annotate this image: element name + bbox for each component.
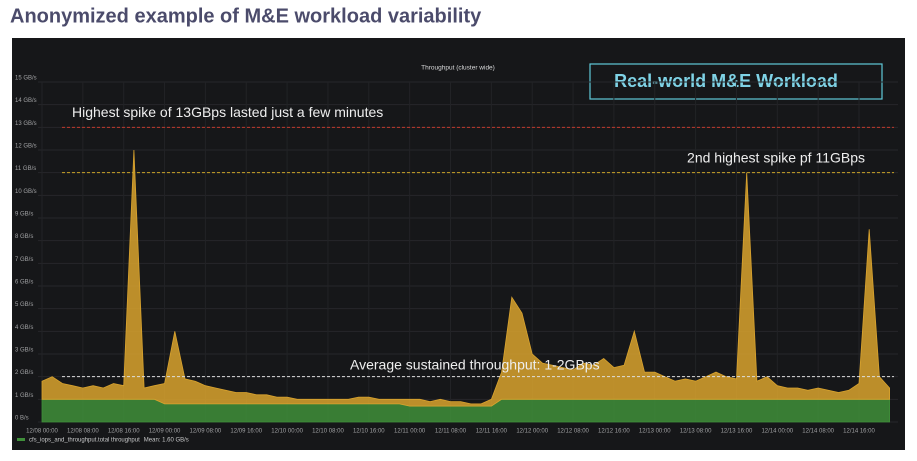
x-tick-label: 12/08 08:00: [67, 429, 99, 435]
y-tick-label: 3 GB/s: [15, 348, 33, 354]
y-tick-label: 6 GB/s: [15, 280, 33, 286]
x-tick-label: 12/14 00:00: [761, 429, 793, 435]
x-tick-label: 12/11 08:00: [435, 429, 467, 435]
x-tick-label: 12/12 08:00: [557, 429, 589, 435]
x-tick-label: 12/09 16:00: [230, 429, 262, 435]
annotation: 2nd highest spike pf 11GBps: [687, 149, 865, 165]
y-tick-label: 9 GB/s: [15, 212, 33, 218]
legend-marker: [17, 438, 25, 441]
x-tick-label: 12/14 08:00: [802, 429, 834, 435]
y-tick-label: 10 GB/s: [15, 189, 37, 195]
legend-note: Mean: 1.60 GB/s: [144, 438, 189, 444]
x-tick-label: 12/13 00:00: [639, 429, 671, 435]
x-tick-label: 12/11 00:00: [394, 429, 426, 435]
x-tick-label: 12/14 16:00: [843, 429, 875, 435]
y-tick-label: 13 GB/s: [15, 121, 37, 127]
y-tick-label: 0 B/s: [15, 416, 29, 422]
annotation: Average sustained throughput: 1-2GBps: [350, 356, 600, 372]
y-tick-label: 11 GB/s: [15, 166, 36, 172]
x-tick-label: 12/13 16:00: [721, 429, 753, 435]
x-tick-label: 12/09 08:00: [190, 429, 222, 435]
legend-label: cfs_iops_and_throughput.total throughput: [29, 438, 140, 444]
y-tick-label: 15 GB/s: [15, 76, 37, 82]
x-tick-label: 12/08 00:00: [26, 429, 58, 435]
y-tick-label: 12 GB/s: [15, 144, 37, 150]
badge-text: Real-world M&E Workload: [614, 71, 838, 91]
y-tick-label: 14 GB/s: [15, 98, 37, 104]
y-tick-label: 4 GB/s: [15, 325, 33, 331]
x-tick-label: 12/10 08:00: [312, 429, 344, 435]
area: [41, 149, 890, 407]
annotation: Highest spike of 13GBps lasted just a fe…: [72, 104, 383, 120]
y-tick-label: 5 GB/s: [15, 302, 33, 308]
y-tick-label: 2 GB/s: [15, 370, 33, 376]
x-tick-label: 12/12 16:00: [598, 429, 630, 435]
x-tick-label: 12/13 08:00: [680, 429, 712, 435]
page-heading: Anonymized example of M&E workload varia…: [10, 5, 482, 27]
x-tick-label: 12/12 00:00: [516, 429, 548, 435]
y-tick-label: 7 GB/s: [15, 257, 33, 263]
x-tick-label: 12/10 16:00: [353, 429, 385, 435]
x-tick-label: 12/08 16:00: [108, 429, 140, 435]
x-tick-label: 12/11 16:00: [476, 429, 508, 435]
y-tick-label: 1 GB/s: [15, 393, 33, 399]
y-tick-label: 8 GB/s: [15, 234, 33, 240]
x-tick-label: 12/10 00:00: [271, 429, 303, 435]
x-tick-label: 12/09 00:00: [149, 429, 181, 435]
chart-title: Throughput (cluster wide): [421, 65, 495, 72]
